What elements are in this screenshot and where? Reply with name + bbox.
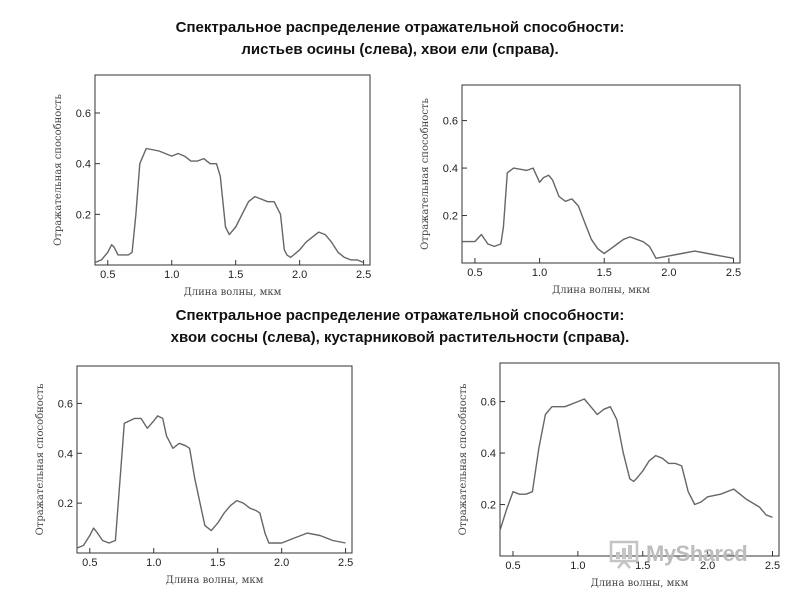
chart-pine-needles: 0.5 1.0 1.5 2.0 2.5 0.2 0.4 0.6 Длина волны, мкм… [35, 365, 353, 586]
x-axis-label: Длина волны, мкм [591, 578, 689, 589]
plot-frame [76, 365, 353, 554]
x-tick-label: 1.0 [146, 557, 161, 569]
y-tick-label: 0.6 [76, 108, 91, 120]
chart-spruce-needles: 0.5 1.0 1.5 2.0 2.5 0.2 0.4 0.6 Длина волны, мкм… [420, 84, 741, 296]
title-top: Спектральное распределение отражательной… [0, 17, 800, 61]
y-tick-label: 0.4 [76, 159, 91, 171]
x-tick-label: 1.5 [597, 267, 612, 279]
plot-frame [94, 74, 371, 266]
reflectance-curve [76, 415, 346, 549]
y-tick-label: 0.6 [58, 398, 73, 410]
chart-aspen-leaves: 0.5 1.0 1.5 2.0 2.5 0.2 0.4 0.6 Длина волны, мкм… [53, 74, 371, 298]
x-tick-label: 0.5 [82, 557, 97, 569]
x-tick-label: 1.0 [532, 267, 547, 279]
x-tick-label: 1.0 [164, 269, 179, 281]
x-tick-label: 1.5 [228, 269, 243, 281]
y-axis-label: Отражательная способность [35, 383, 46, 535]
y-tick-label: 0.4 [481, 448, 496, 460]
y-tick-label: 0.2 [58, 498, 73, 510]
x-tick-label: 2.0 [700, 560, 715, 572]
reflectance-curve [462, 167, 734, 260]
plot-frame [499, 362, 780, 557]
y-tick-label: 0.4 [58, 448, 73, 460]
x-axis-label: Длина волны, мкм [552, 285, 650, 296]
y-axis-label: Отражательная способность [53, 94, 64, 246]
x-tick-label: 1.5 [635, 560, 650, 572]
x-tick-label: 0.5 [505, 560, 520, 572]
x-tick-label: 2.5 [338, 557, 353, 569]
bar-chart-presentation-icon [609, 540, 639, 569]
x-axis-label: Длина волны, мкм [184, 287, 282, 298]
y-tick-label: 0.4 [443, 163, 458, 175]
x-tick-label: 2.0 [274, 557, 289, 569]
y-tick-label: 0.2 [443, 211, 458, 223]
x-tick-label: 0.5 [100, 269, 115, 281]
x-tick-label: 1.0 [570, 560, 585, 572]
x-tick-label: 2.0 [292, 269, 307, 281]
x-tick-label: 0.5 [467, 267, 482, 279]
title-top-line-1: Спектральное распределение отражательной… [175, 19, 625, 36]
x-tick-label: 2.0 [661, 267, 676, 279]
x-tick-label: 1.5 [210, 557, 225, 569]
y-tick-label: 0.6 [443, 116, 458, 128]
y-tick-label: 0.2 [481, 500, 496, 512]
reflectance-curve [94, 147, 364, 264]
title-bottom-line-1: Спектральное распределение отражательной… [175, 307, 625, 324]
y-tick-label: 0.6 [481, 397, 496, 409]
title-bottom-line-2: хвои сосны (слева), кустарниковой растит… [170, 329, 630, 346]
title-bottom: Спектральное распределение отражательной… [0, 305, 800, 349]
y-axis-label: Отражательная способность [458, 383, 469, 535]
myshared-watermark: MyShared [608, 538, 768, 570]
x-tick-label: 2.5 [356, 269, 371, 281]
chart-shrub-vegetation: 0.5 1.0 1.5 2.0 2.5 0.2 0.4 0.6 Длина волны, мкм… [458, 362, 780, 589]
reflectance-curve [499, 398, 773, 531]
x-axis-label: Длина волны, мкм [166, 575, 264, 586]
watermark-text: MyShared [646, 541, 748, 566]
y-tick-label: 0.2 [76, 209, 91, 221]
x-tick-label: 2.5 [765, 560, 780, 572]
x-tick-label: 2.5 [726, 267, 741, 279]
y-axis-label: Отражательная способность [420, 98, 431, 250]
title-top-line-2: листьев осины (слева), хвои ели (справа)… [241, 41, 559, 58]
plot-frame [461, 84, 741, 264]
